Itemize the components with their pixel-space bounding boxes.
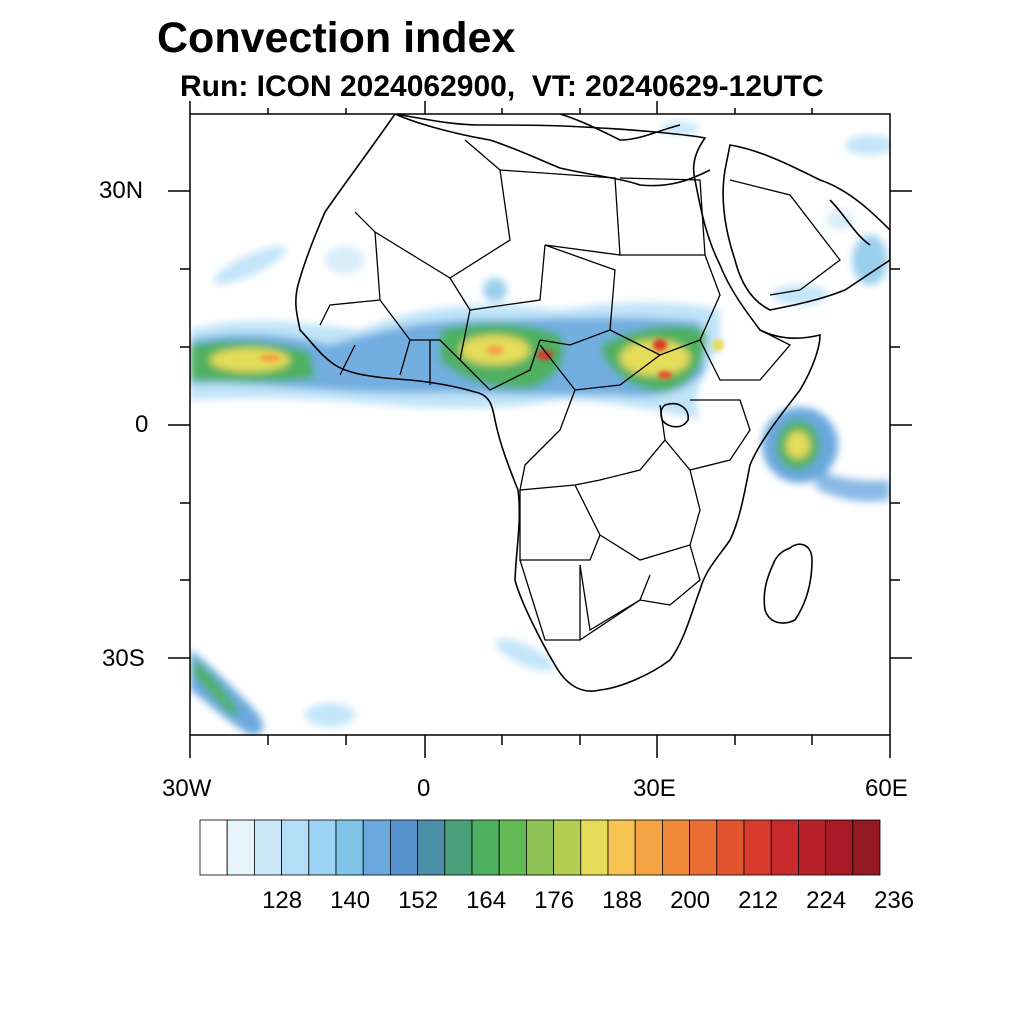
border-egypt: [619, 177, 706, 256]
border-libya: [499, 169, 621, 256]
colorbar-swatch: [253, 819, 282, 876]
axis-ticks: [168, 101, 912, 758]
colorbar-swatch: [281, 819, 310, 876]
colorbar-swatch: [689, 819, 718, 876]
colorbar-swatch: [852, 819, 881, 876]
front-south-atlantic-core: [193, 660, 240, 716]
africa-coastline: [295, 114, 821, 692]
border-zambia: [599, 469, 701, 561]
colorbar-swatch: [743, 819, 772, 876]
lat-label-30n: 30N: [99, 177, 144, 204]
border-saudi: [729, 179, 841, 296]
colorbar-swatch: [553, 819, 582, 876]
colorbar-swatch: [580, 819, 609, 876]
border-namibia: [519, 559, 581, 641]
scatter-6: [495, 638, 555, 672]
lon-label-30e: 30E: [633, 775, 676, 802]
map-subtitle: Run: ICON 2024062900, VT: 20240629-12UTC: [180, 70, 824, 103]
border-botswana: [579, 564, 651, 632]
cyclone-core: [786, 431, 810, 459]
hot-sudan-2: [658, 371, 672, 379]
persian-gulf: [829, 199, 871, 246]
scatter-10: [826, 210, 854, 230]
lon-label-30w: 30W: [162, 775, 212, 802]
border-angola: [519, 484, 601, 561]
colorbar-swatch: [825, 819, 854, 876]
hot-atlantic: [260, 354, 280, 362]
colorbar-label: 224: [806, 887, 847, 914]
convection-field: [190, 122, 890, 735]
border-south-africa: [579, 599, 671, 641]
scatter-5: [772, 285, 828, 305]
colorbar-swatch: [634, 819, 663, 876]
colorbar-swatch: [716, 819, 745, 876]
scatter-1: [213, 245, 287, 285]
colorbar-swatch: [335, 819, 364, 876]
front-south-atlantic: [190, 650, 264, 735]
scatter-3: [845, 135, 890, 155]
colorbar-label: 128: [262, 887, 303, 914]
country-borders: [319, 139, 841, 641]
madagascar-coastline: [763, 543, 813, 624]
colorbar-label: 140: [330, 887, 371, 914]
colorbar: [199, 819, 881, 876]
colorbar-swatch: [226, 819, 255, 876]
lat-label-0: 0: [135, 411, 149, 438]
colorbar-label: 236: [874, 887, 915, 914]
hot-ethiopia: [712, 339, 724, 351]
colorbar-label: 152: [398, 887, 439, 914]
border-mozambique: [669, 544, 701, 606]
colorbar-label: 188: [602, 887, 643, 914]
scatter-8: [483, 278, 507, 302]
colorbar-swatch: [417, 819, 446, 876]
colorbar-label: 176: [534, 887, 575, 914]
border-mali: [319, 231, 381, 326]
colorbar-swatch: [770, 819, 799, 876]
border-niger: [449, 244, 546, 311]
scatter-9: [325, 246, 365, 274]
lon-label-0: 0: [417, 775, 431, 802]
lon-label-60e: 60E: [865, 775, 908, 802]
border-west-africa: [339, 299, 461, 385]
europe-coast: [559, 114, 681, 141]
colorbar-label: 200: [670, 887, 711, 914]
colorbar-swatch: [607, 819, 636, 876]
coastlines: [295, 114, 890, 692]
cyclone-tail: [815, 470, 890, 502]
mediterranean-coast: [394, 114, 711, 187]
border-sudan: [609, 254, 721, 356]
colorbar-swatch: [662, 819, 691, 876]
colorbar-swatch: [362, 819, 391, 876]
colorbar-swatch: [389, 819, 418, 876]
colorbar-swatch: [798, 819, 827, 876]
colorbar-swatch: [471, 819, 500, 876]
lat-label-30s: 30S: [102, 645, 145, 672]
hot-nigeria-1: [487, 345, 503, 355]
hot-sudan-1: [653, 339, 667, 351]
map-title: Convection index: [157, 14, 516, 62]
colorbar-label: 164: [466, 887, 507, 914]
scatter-7: [305, 703, 355, 727]
border-kenya-tanzania: [664, 399, 751, 471]
colorbar-label: 212: [738, 887, 779, 914]
colorbar-swatch: [308, 819, 337, 876]
colorbar-swatch: [444, 819, 473, 876]
colorbar-swatch: [199, 819, 228, 876]
arabia-coastline: [722, 144, 890, 311]
colorbar-swatch: [526, 819, 555, 876]
scatter-2: [660, 122, 700, 134]
border-car: [539, 344, 661, 391]
colorbar-swatch: [498, 819, 527, 876]
border-algeria: [354, 139, 511, 279]
border-nigeria: [459, 309, 541, 391]
scatter-4: [852, 235, 888, 285]
border-ethiopia: [699, 329, 792, 381]
